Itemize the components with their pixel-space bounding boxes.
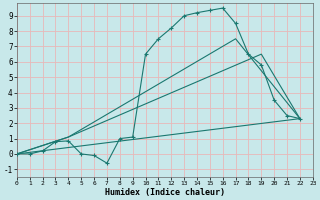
X-axis label: Humidex (Indice chaleur): Humidex (Indice chaleur): [105, 188, 225, 197]
